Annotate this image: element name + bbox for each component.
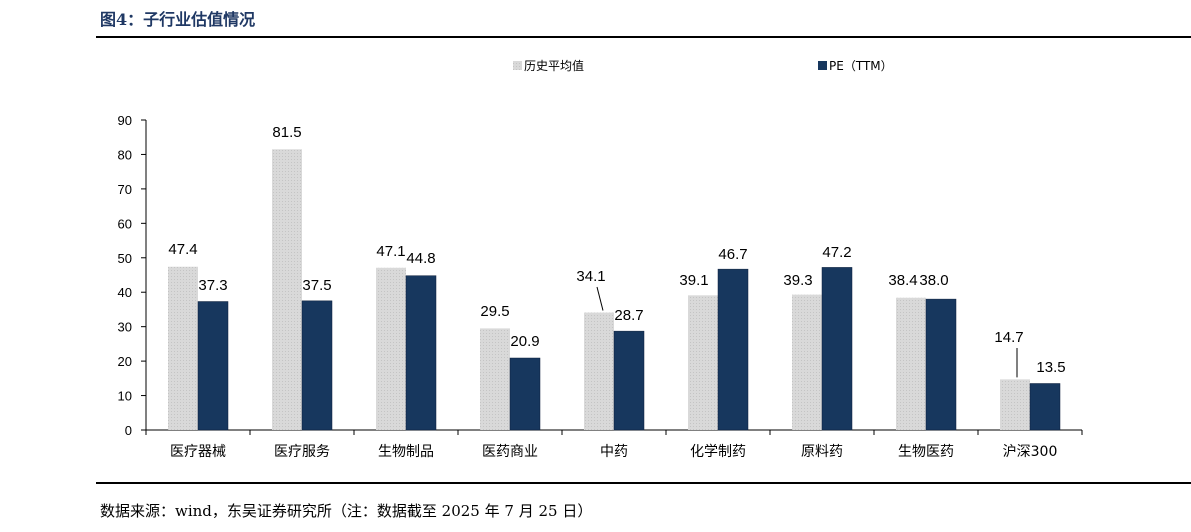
bar-historical-average <box>376 267 406 430</box>
data-label-historical-average: 81.5 <box>272 124 301 141</box>
data-label-pe-ttm: 47.2 <box>822 244 851 261</box>
data-label-pe-ttm: 46.7 <box>718 246 747 263</box>
bar-chart: 历史平均值 PE（TTM） 0 10 20 30 40 50 60 70 80 90 医疗器械 医疗服务… <box>118 58 1083 460</box>
source-note: 数据来源：wind，东吴证券研究所（注：数据截至 2025 年 7 月 25 日… <box>100 502 593 520</box>
data-label-historical-average: 14.7 <box>994 329 1023 346</box>
bar-historical-average <box>896 297 926 430</box>
bar-pe-ttm <box>1029 383 1061 431</box>
bar-historical-average <box>584 312 614 430</box>
x-category-label: 生物制品 <box>378 444 434 460</box>
data-label-historical-average: 39.1 <box>679 272 708 289</box>
chart-bars <box>168 149 1061 431</box>
bar-pe-ttm <box>613 330 645 431</box>
data-label-pe-ttm: 37.3 <box>198 277 227 294</box>
bottom-rule <box>96 482 1191 484</box>
data-label-pe-ttm: 44.8 <box>406 250 435 267</box>
y-tick-label: 50 <box>118 251 132 266</box>
y-tick-label: 20 <box>118 354 132 369</box>
bar-historical-average <box>1000 379 1030 430</box>
data-label-pe-ttm: 38.0 <box>919 272 948 289</box>
data-label-historical-average: 47.4 <box>168 241 197 258</box>
legend-historical-average-label: 历史平均值 <box>524 58 584 73</box>
data-label-historical-average: 38.4 <box>888 272 917 289</box>
chart-data-labels: 47.4 81.5 47.1 29.5 34.1 39.1 39.3 38.4 14.7 37.3… <box>168 124 1066 378</box>
x-category-label: 生物医药 <box>898 444 954 460</box>
data-label-historical-average: 47.1 <box>376 243 405 260</box>
bar-historical-average <box>792 294 822 430</box>
data-label-historical-average: 34.1 <box>576 268 605 285</box>
x-category-label: 原料药 <box>801 444 843 460</box>
x-category-label: 医药商业 <box>482 444 538 460</box>
x-category-label: 沪深300 <box>1003 444 1058 460</box>
bar-pe-ttm <box>925 298 957 431</box>
bar-historical-average <box>688 295 718 430</box>
y-tick-label: 90 <box>118 113 132 128</box>
data-label-historical-average: 29.5 <box>480 303 509 320</box>
x-category-label: 中药 <box>600 444 628 460</box>
y-tick-label: 70 <box>118 182 132 197</box>
bar-pe-ttm <box>717 268 749 431</box>
data-label-pe-ttm: 28.7 <box>614 307 643 324</box>
bar-pe-ttm <box>509 357 541 431</box>
chart-legend: 历史平均值 PE（TTM） <box>513 58 893 73</box>
y-tick-label: 10 <box>118 389 132 404</box>
bar-pe-ttm <box>301 300 333 431</box>
x-category-label: 化学制药 <box>690 444 746 460</box>
bar-pe-ttm <box>405 275 437 431</box>
legend-pe-ttm-label: PE（TTM） <box>829 59 893 73</box>
data-label-pe-ttm: 37.5 <box>302 277 331 294</box>
bar-historical-average <box>272 149 302 430</box>
y-tick-label: 40 <box>118 285 132 300</box>
legend-historical-average-swatch <box>513 61 522 70</box>
legend-pe-ttm-swatch <box>818 61 827 70</box>
x-category-label: 医疗器械 <box>170 444 226 460</box>
bar-pe-ttm <box>197 301 229 431</box>
bar-historical-average <box>168 266 198 430</box>
data-label-historical-average: 39.3 <box>783 272 812 289</box>
y-tick-label: 80 <box>118 147 132 162</box>
bar-pe-ttm <box>821 267 853 431</box>
data-label-pe-ttm: 13.5 <box>1036 359 1065 376</box>
figure-title: 图4：子行业估值情况 <box>100 10 256 29</box>
data-label-pe-ttm: 20.9 <box>510 333 539 350</box>
y-tick-label: 60 <box>118 216 132 231</box>
leader-line <box>596 286 604 311</box>
y-tick-label: 0 <box>125 423 132 438</box>
bar-historical-average <box>480 328 510 430</box>
y-tick-label: 30 <box>118 320 132 335</box>
top-rule <box>96 36 1191 38</box>
x-category-label: 医疗服务 <box>274 444 330 460</box>
